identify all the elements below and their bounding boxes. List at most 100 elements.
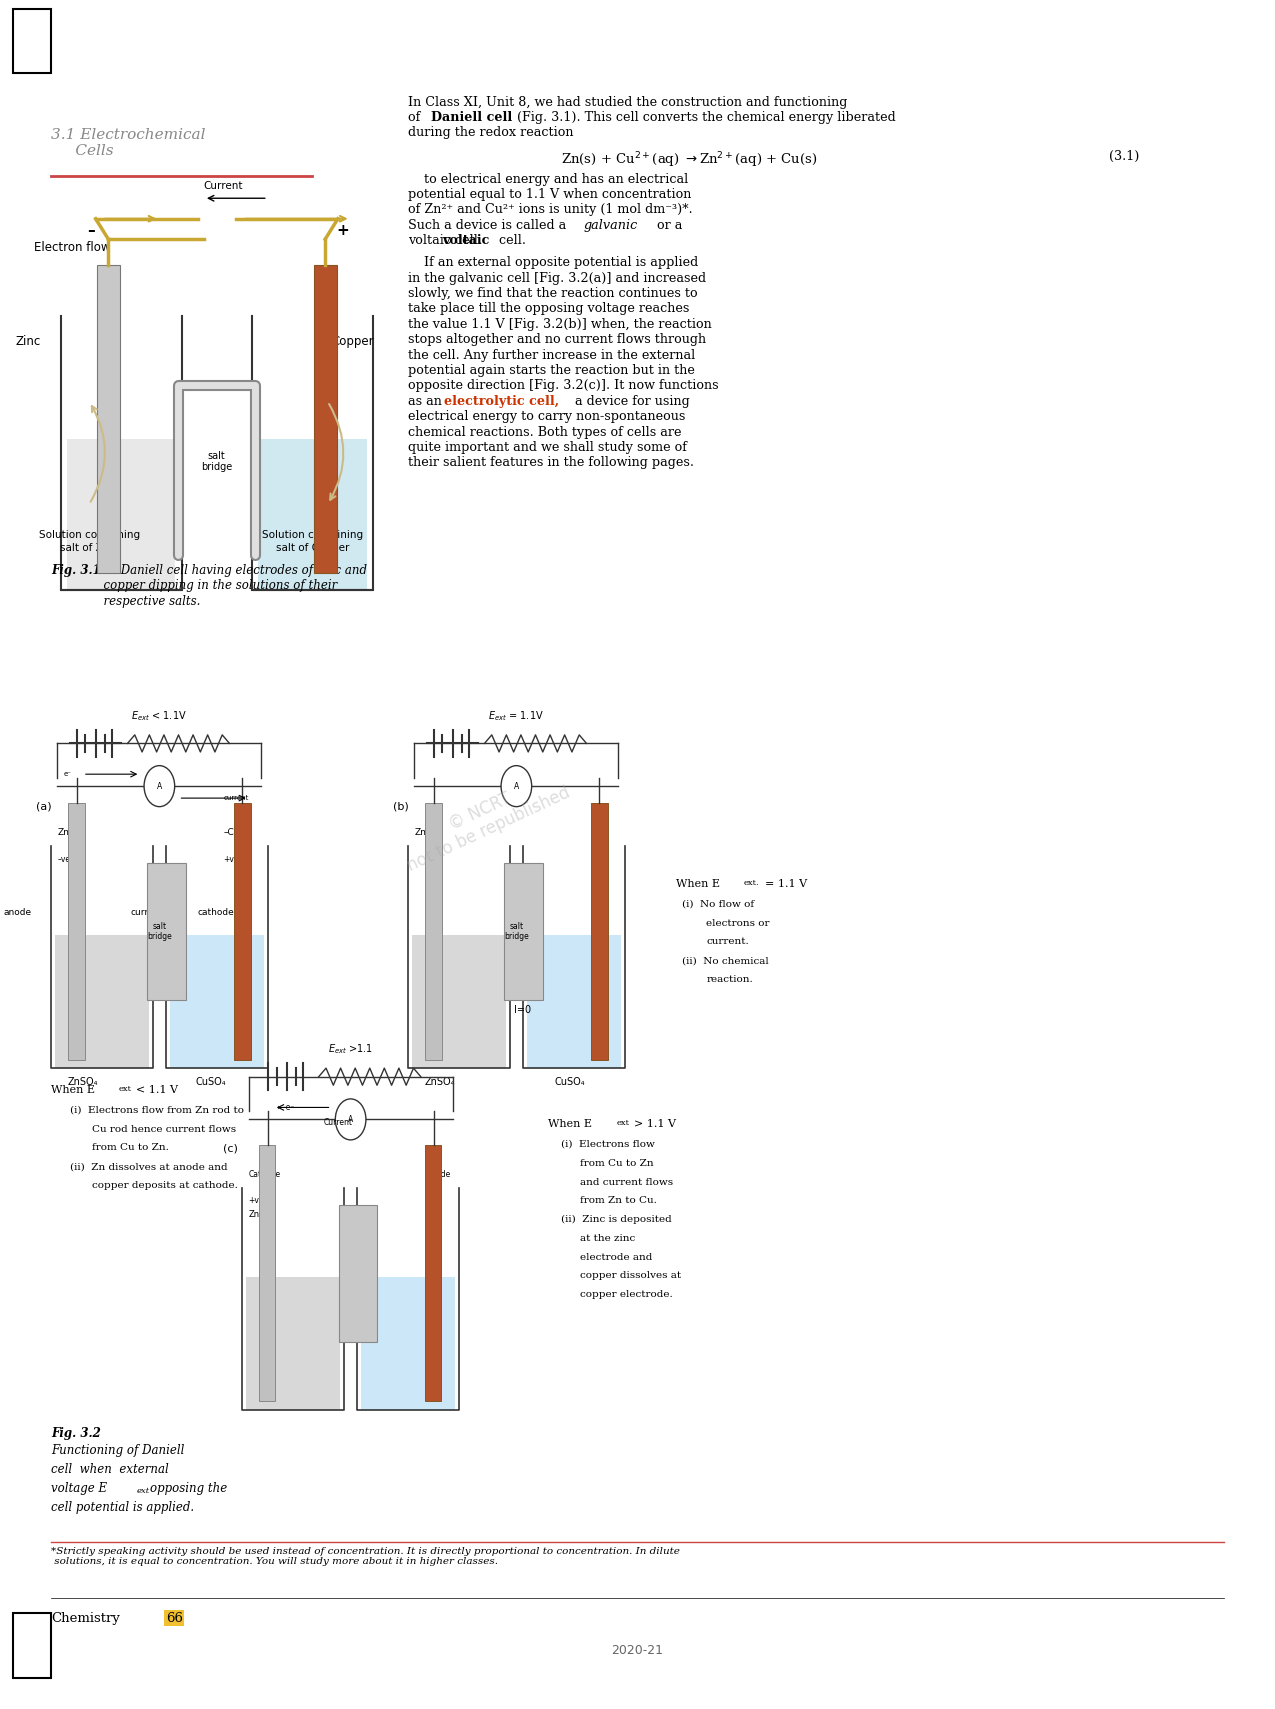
Text: from Cu to Zn: from Cu to Zn [580,1159,654,1167]
Text: +ve: +ve [223,854,238,863]
Text: a device for using: a device for using [571,395,690,408]
Text: voltaic: voltaic [442,234,490,248]
Text: Anode: Anode [427,1171,451,1179]
Text: Zn(s) + Cu$^{2+}$(aq) $\rightarrow$Zn$^{2+}$(aq) + Cu(s): Zn(s) + Cu$^{2+}$(aq) $\rightarrow$Zn$^{… [561,150,817,169]
Text: electrical energy to carry non-spontaneous: electrical energy to carry non-spontaneo… [408,410,686,424]
Text: e⁻: e⁻ [64,771,71,778]
Text: $E_{ext}$ < 1.1V: $E_{ext}$ < 1.1V [131,709,187,723]
Text: (Fig. 3.1). This cell converts the chemical energy liberated: (Fig. 3.1). This cell converts the chemi… [513,111,895,125]
Text: (b): (b) [393,802,408,812]
Text: Zn: Zn [249,1210,260,1219]
Text: A: A [514,781,519,791]
Text: salt of Copper: salt of Copper [275,543,349,554]
Text: < 1.1 V: < 1.1 V [136,1085,179,1095]
Bar [425,1145,441,1401]
Text: at the zinc: at the zinc [580,1234,635,1242]
Text: When E: When E [51,1085,96,1095]
Text: If an external opposite potential is applied: If an external opposite potential is app… [408,256,699,270]
Text: Cathode: Cathode [249,1171,280,1179]
Text: (3.1): (3.1) [1109,150,1140,164]
Text: copper dissolves at: copper dissolves at [580,1271,681,1280]
Text: opposite direction [Fig. 3.2(c)]. It now functions: opposite direction [Fig. 3.2(c)]. It now… [408,379,719,393]
Bar [590,803,607,1060]
Bar [314,265,337,573]
Text: = 1.1 V: = 1.1 V [765,878,807,889]
Text: copper deposits at cathode.: copper deposits at cathode. [92,1181,237,1189]
Text: electrode and: electrode and [580,1253,653,1261]
Text: or a: or a [653,219,682,232]
Text: +: + [337,224,349,238]
Text: current: current [130,907,163,918]
Bar [339,1205,377,1342]
Text: Current: Current [324,1118,352,1128]
Circle shape [144,766,175,807]
Text: Daniell cell having electrodes of zinc and: Daniell cell having electrodes of zinc a… [117,564,367,578]
Text: salt
bridge: salt bridge [504,921,529,942]
Text: When E: When E [548,1119,593,1130]
Text: When E: When E [676,878,720,889]
Text: A: A [157,781,162,791]
Text: Solution containing: Solution containing [261,530,363,540]
Text: current: current [223,795,249,802]
Circle shape [335,1099,366,1140]
Text: ext: ext [119,1085,131,1094]
Text: > 1.1 V: > 1.1 V [634,1119,676,1130]
Text: (ii)  Zinc is deposited: (ii) Zinc is deposited [561,1215,672,1224]
Text: of Zn²⁺ and Cu²⁺ ions is unity (1 mol dm⁻³)*.: of Zn²⁺ and Cu²⁺ ions is unity (1 mol dm… [408,203,692,217]
Bar [527,935,621,1068]
Text: respective salts.: respective salts. [51,595,200,608]
Text: Chemistry: Chemistry [51,1612,120,1625]
Text: –ve: –ve [57,854,70,863]
Text: CuSO₄: CuSO₄ [195,1077,226,1087]
Text: galvanic: galvanic [584,219,639,232]
Text: Zn: Zn [414,829,426,837]
Text: 66: 66 [166,1612,182,1625]
Text: ext.: ext. [743,878,759,887]
Text: cathode: cathode [198,907,235,918]
Text: ZnSO₄: ZnSO₄ [425,1077,455,1087]
Bar [170,935,264,1068]
Text: –Cu: –Cu [223,829,240,837]
Text: cell.: cell. [495,234,525,248]
Text: chemical reactions. Both types of cells are: chemical reactions. Both types of cells … [408,426,682,439]
Text: (i)  No flow of: (i) No flow of [682,899,755,909]
Text: © NCRT
not to be republished: © NCRT not to be republished [395,766,574,875]
Text: Cu: Cu [427,1210,439,1219]
Text: (ii)  No chemical: (ii) No chemical [682,957,769,966]
Text: and current flows: and current flows [580,1178,673,1186]
Text: as an: as an [408,395,446,408]
Text: in the galvanic cell [Fig. 3.2(a)] and increased: in the galvanic cell [Fig. 3.2(a)] and i… [408,272,706,285]
Text: Copper: Copper [332,335,374,349]
Bar [246,1277,340,1410]
Text: Fig. 3.2: Fig. 3.2 [51,1427,101,1441]
Text: potential equal to 1.1 V when concentration: potential equal to 1.1 V when concentrat… [408,188,691,202]
Text: to electrical energy and has an electrical: to electrical energy and has an electric… [408,173,688,186]
Text: CuSO₄: CuSO₄ [555,1077,585,1087]
Text: the cell. Any further increase in the external: the cell. Any further increase in the ex… [408,349,695,362]
Text: Such a device is called a: Such a device is called a [408,219,570,232]
Bar [13,1613,51,1678]
Text: voltage E: voltage E [51,1482,107,1495]
Text: quite important and we shall study some of: quite important and we shall study some … [408,441,687,455]
Text: –: – [87,224,94,238]
Text: opposing the: opposing the [150,1482,228,1495]
Text: from Cu to Zn.: from Cu to Zn. [92,1143,168,1152]
Text: $E_{ext}$ = 1.1V: $E_{ext}$ = 1.1V [488,709,544,723]
Text: Functioning of Daniell: Functioning of Daniell [51,1444,185,1458]
Text: (i)  Electrons flow from Zn rod to: (i) Electrons flow from Zn rod to [70,1106,244,1114]
Bar [97,265,120,573]
Text: cell potential is applied.: cell potential is applied. [51,1501,194,1514]
Text: 2020-21: 2020-21 [612,1644,663,1658]
Text: A: A [348,1114,353,1125]
Bar [13,9,51,73]
Text: ext: ext [617,1119,630,1128]
Text: salt of Zinc: salt of Zinc [60,543,119,554]
Text: copper electrode.: copper electrode. [580,1290,673,1299]
Text: from Zn to Cu.: from Zn to Cu. [580,1196,657,1205]
Bar [412,935,506,1068]
Text: (a): (a) [36,802,51,812]
Text: stops altogether and no current flows through: stops altogether and no current flows th… [408,333,706,347]
Bar [235,803,250,1060]
Text: ext: ext [136,1487,149,1495]
Text: Current: Current [204,181,242,191]
